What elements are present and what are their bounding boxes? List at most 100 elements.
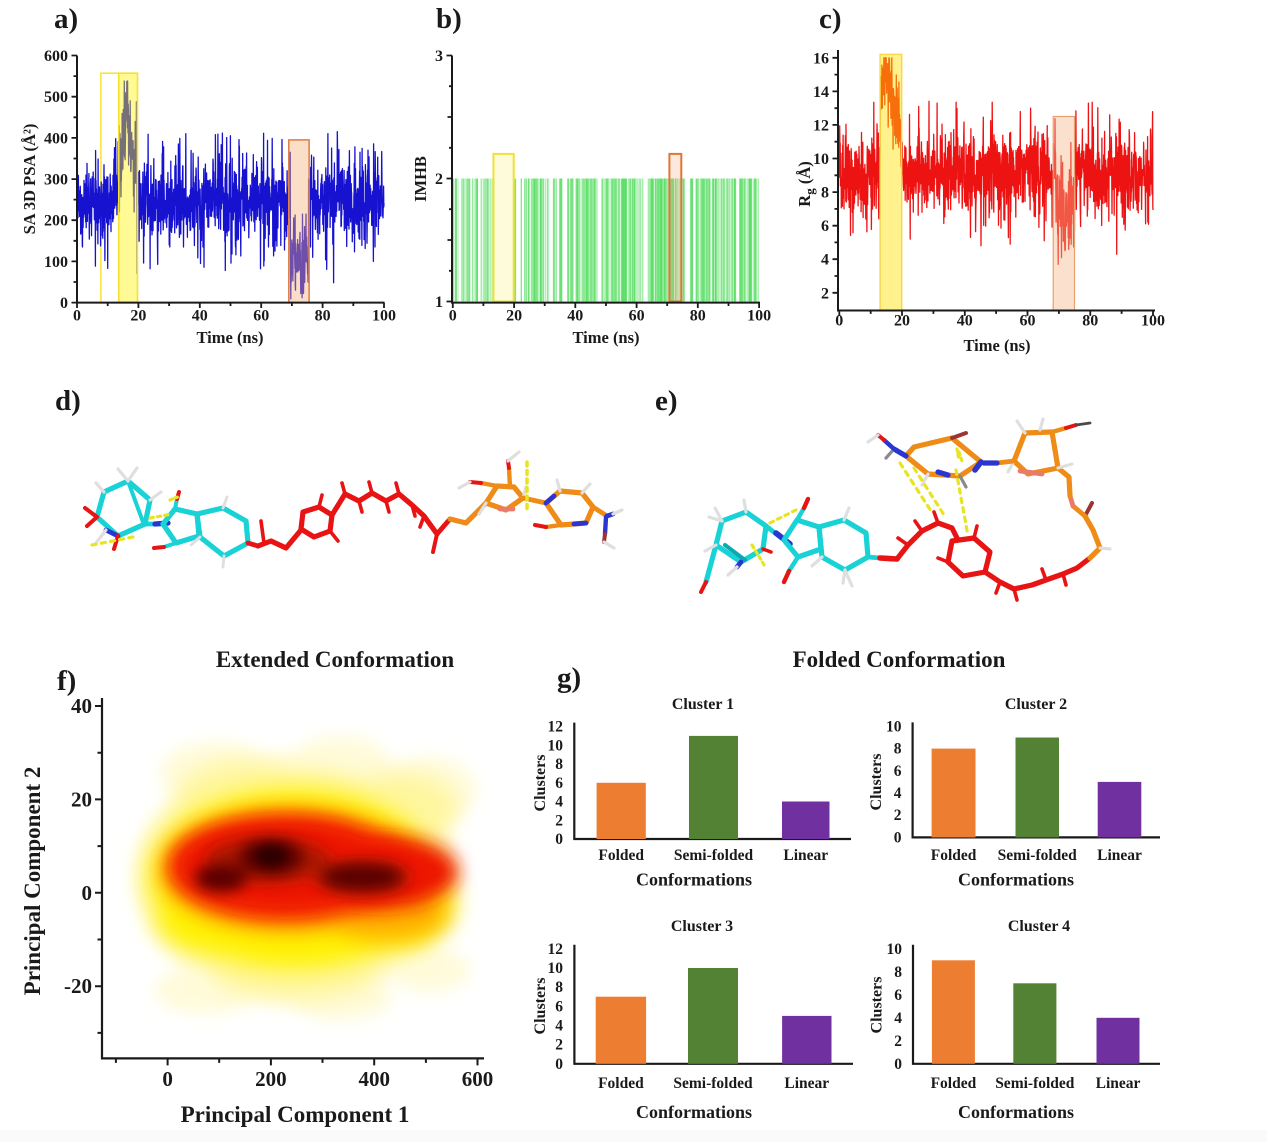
svg-text:60: 60 [1020,313,1036,330]
svg-text:8: 8 [555,979,563,996]
svg-text:Folded: Folded [931,847,977,864]
svg-text:Conformations: Conformations [636,870,752,890]
svg-text:Clusters: Clusters [532,978,549,1035]
svg-text:60: 60 [629,308,645,325]
svg-text:6: 6 [894,987,902,1004]
svg-text:600: 600 [462,1067,494,1091]
svg-text:IMHB: IMHB [411,156,430,202]
svg-text:10: 10 [887,941,903,958]
svg-text:12: 12 [548,719,564,736]
svg-text:8: 8 [555,756,563,773]
svg-text:40: 40 [192,308,208,325]
svg-text:Semi-folded: Semi-folded [673,1075,753,1092]
svg-text:14: 14 [813,84,829,101]
svg-text:20: 20 [894,313,910,330]
svg-text:2: 2 [821,285,829,302]
svg-text:Clusters: Clusters [868,754,885,811]
svg-text:200: 200 [255,1067,287,1091]
svg-text:Linear: Linear [1096,1075,1141,1092]
svg-text:Semi-folded: Semi-folded [998,847,1078,864]
svg-text:Cluster 1: Cluster 1 [672,696,734,713]
svg-text:2: 2 [555,812,563,829]
svg-text:20: 20 [130,308,146,325]
svg-text:400: 400 [358,1067,390,1091]
svg-text:Semi-folded: Semi-folded [995,1075,1075,1092]
svg-text:e): e) [655,385,678,417]
svg-text:2: 2 [435,171,443,188]
svg-text:Conformations: Conformations [958,870,1074,890]
svg-text:b): b) [436,3,462,35]
svg-text:Time (ns): Time (ns) [963,336,1030,355]
svg-text:6: 6 [894,763,902,780]
svg-text:6: 6 [555,998,563,1015]
svg-text:10: 10 [886,718,902,735]
svg-text:100: 100 [372,308,396,325]
svg-text:Rg (Å): Rg (Å) [795,161,817,206]
svg-text:12: 12 [548,941,564,958]
svg-text:200: 200 [44,213,68,230]
svg-text:0: 0 [894,1056,902,1073]
svg-text:4: 4 [821,252,829,269]
svg-text:100: 100 [747,308,771,325]
svg-text:40: 40 [567,308,583,325]
svg-text:400: 400 [44,130,68,147]
svg-text:2: 2 [894,1033,902,1050]
svg-text:12: 12 [813,117,829,134]
svg-text:Folded: Folded [931,1075,977,1092]
svg-text:Conformations: Conformations [636,1102,752,1122]
svg-text:Linear: Linear [784,1075,829,1092]
svg-text:6: 6 [555,775,563,792]
svg-text:0: 0 [449,308,457,325]
svg-text:8: 8 [821,185,829,202]
svg-text:2: 2 [894,807,902,824]
svg-text:SA 3D PSA (Å²): SA 3D PSA (Å²) [20,124,39,235]
svg-text:Conformations: Conformations [958,1102,1074,1122]
svg-text:0: 0 [82,881,93,905]
svg-text:Linear: Linear [783,847,828,864]
svg-text:Semi-folded: Semi-folded [674,847,754,864]
svg-text:16: 16 [813,50,829,67]
svg-text:0: 0 [835,313,843,330]
svg-text:40: 40 [957,313,973,330]
svg-text:Cluster 3: Cluster 3 [671,918,733,935]
svg-text:300: 300 [44,172,68,189]
svg-text:Cluster 2: Cluster 2 [1005,696,1067,713]
svg-text:80: 80 [1082,313,1098,330]
svg-text:Extended Conformation: Extended Conformation [216,647,455,672]
svg-text:20: 20 [506,308,522,325]
svg-text:Time (ns): Time (ns) [572,328,639,347]
svg-text:8: 8 [894,741,902,758]
svg-text:0: 0 [555,1056,563,1073]
svg-text:80: 80 [690,308,706,325]
svg-text:0: 0 [73,308,81,325]
svg-text:2: 2 [555,1037,563,1054]
svg-text:600: 600 [44,48,68,65]
svg-text:g): g) [557,662,581,694]
svg-text:Time (ns): Time (ns) [196,328,263,347]
svg-text:80: 80 [315,308,331,325]
svg-text:1: 1 [435,294,443,311]
svg-text:c): c) [819,3,842,35]
svg-text:4: 4 [555,1018,563,1035]
svg-text:8: 8 [894,964,902,981]
svg-text:0: 0 [894,829,902,846]
svg-text:10: 10 [548,960,564,977]
svg-text:0: 0 [162,1067,173,1091]
svg-text:10: 10 [813,151,829,168]
svg-text:Clusters: Clusters [532,755,549,812]
svg-text:10: 10 [548,737,564,754]
svg-text:500: 500 [44,89,68,106]
svg-text:20: 20 [71,787,92,811]
svg-text:Folded: Folded [598,847,644,864]
svg-text:-20: -20 [64,974,92,998]
svg-text:d): d) [55,385,81,417]
svg-text:4: 4 [894,785,902,802]
svg-text:4: 4 [894,1010,902,1027]
svg-text:40: 40 [71,694,92,718]
svg-text:3: 3 [435,48,443,65]
svg-text:0: 0 [555,831,563,848]
svg-text:6: 6 [821,218,829,235]
svg-text:100: 100 [44,254,68,271]
svg-text:Principal Component 1: Principal Component 1 [181,1102,410,1127]
svg-text:100: 100 [1141,313,1165,330]
